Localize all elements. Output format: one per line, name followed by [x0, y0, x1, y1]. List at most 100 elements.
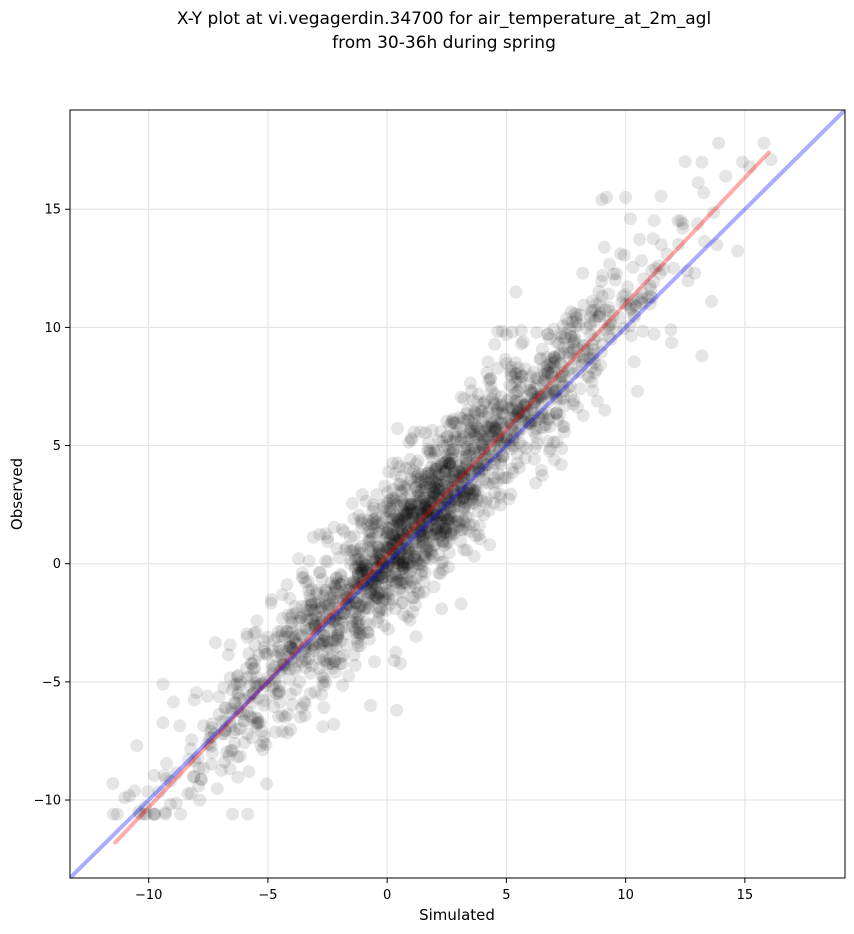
scatter-point	[350, 632, 364, 645]
scatter-point	[461, 483, 475, 497]
scatter-point	[257, 729, 271, 743]
scatter-point	[442, 513, 455, 527]
scatter-point	[568, 352, 581, 366]
scatter-point	[392, 567, 406, 581]
scatter-point	[493, 407, 507, 421]
scatter-point	[426, 550, 440, 564]
scatter-point	[491, 361, 505, 375]
scatter-point	[374, 550, 388, 564]
scatter-point	[476, 438, 490, 452]
scatter-point	[420, 520, 433, 534]
scatter-point	[442, 457, 456, 471]
scatter-point	[159, 772, 173, 786]
scatter-point	[598, 323, 612, 337]
scatter-point	[495, 449, 509, 463]
scatter-point	[407, 549, 421, 563]
scatter-point	[375, 570, 389, 584]
scatter-point	[413, 513, 427, 527]
scatter-point	[286, 698, 300, 712]
grid-layer	[70, 110, 845, 878]
scatter-point	[469, 451, 483, 465]
scatter-point	[412, 475, 426, 489]
scatter-point	[517, 399, 531, 413]
scatter-point	[397, 555, 411, 569]
scatter-point	[467, 446, 481, 460]
scatter-point	[327, 520, 341, 534]
scatter-point	[626, 260, 640, 274]
scatter-point	[416, 535, 430, 549]
scatter-point	[376, 553, 389, 567]
scatter-point	[536, 410, 550, 424]
scatter-point	[563, 379, 577, 393]
scatter-point	[249, 720, 263, 733]
scatter-point	[457, 471, 471, 485]
scatter-point	[558, 331, 572, 345]
scatter-point	[423, 493, 437, 507]
scatter-point	[329, 640, 343, 654]
scatter-point	[378, 532, 392, 546]
scatter-point	[415, 506, 428, 520]
scatter-point	[509, 397, 523, 411]
scatter-point	[483, 442, 497, 456]
scatter-point	[671, 214, 685, 228]
scatter-point	[404, 574, 418, 588]
scatter-point	[281, 708, 295, 721]
scatter-point	[385, 539, 399, 552]
scatter-point	[515, 369, 529, 383]
scatter-point	[204, 724, 218, 738]
scatter-point	[488, 425, 502, 439]
scatter-point	[463, 487, 477, 501]
scatter-point	[217, 681, 231, 695]
scatter-point	[401, 551, 415, 565]
scatter-point	[413, 528, 427, 542]
scatter-point	[328, 634, 342, 648]
scatter-point	[416, 530, 430, 544]
scatter-point	[396, 512, 410, 526]
scatter-point	[406, 534, 420, 548]
scatter-point	[635, 297, 649, 311]
scatter-point	[602, 287, 616, 301]
scatter-point	[384, 543, 398, 557]
scatter-point	[386, 505, 400, 519]
scatter-point	[374, 568, 387, 582]
scatter-point	[399, 482, 413, 496]
scatter-point	[336, 678, 350, 692]
scatter-point	[205, 721, 219, 735]
scatter-point	[545, 352, 559, 366]
scatter-point	[490, 406, 504, 420]
scatter-point	[447, 473, 461, 487]
scatter-point	[438, 487, 452, 501]
scatter-point	[339, 591, 352, 605]
scatter-point	[293, 675, 307, 689]
scatter-point	[548, 384, 562, 398]
scatter-point	[569, 308, 583, 322]
scatter-point	[519, 441, 533, 455]
scatter-point	[447, 527, 461, 541]
scatter-point	[506, 430, 519, 444]
scatter-point	[517, 407, 531, 420]
scatter-point	[457, 467, 471, 481]
scatter-point	[432, 516, 446, 530]
scatter-point	[249, 670, 263, 684]
scatter-point	[646, 232, 660, 246]
scatter-point	[623, 292, 637, 306]
scatter-point	[429, 476, 443, 490]
scatter-point	[122, 789, 136, 803]
scatter-point	[421, 543, 435, 557]
scatter-point	[275, 648, 288, 662]
scatter-point	[218, 755, 231, 769]
scatter-point	[319, 585, 333, 599]
scatter-point	[240, 627, 254, 641]
scatter-point	[527, 452, 541, 466]
scatter-point	[295, 566, 309, 580]
scatter-point	[352, 626, 366, 640]
scatter-point	[585, 338, 599, 352]
scatter-point	[495, 405, 509, 419]
scatter-point	[523, 417, 536, 431]
scatter-point	[495, 417, 509, 431]
scatter-point	[299, 661, 313, 674]
scatter-point	[328, 614, 342, 628]
scatter-point	[260, 777, 274, 791]
scatter-point	[617, 248, 631, 262]
scatter-point	[300, 655, 314, 669]
